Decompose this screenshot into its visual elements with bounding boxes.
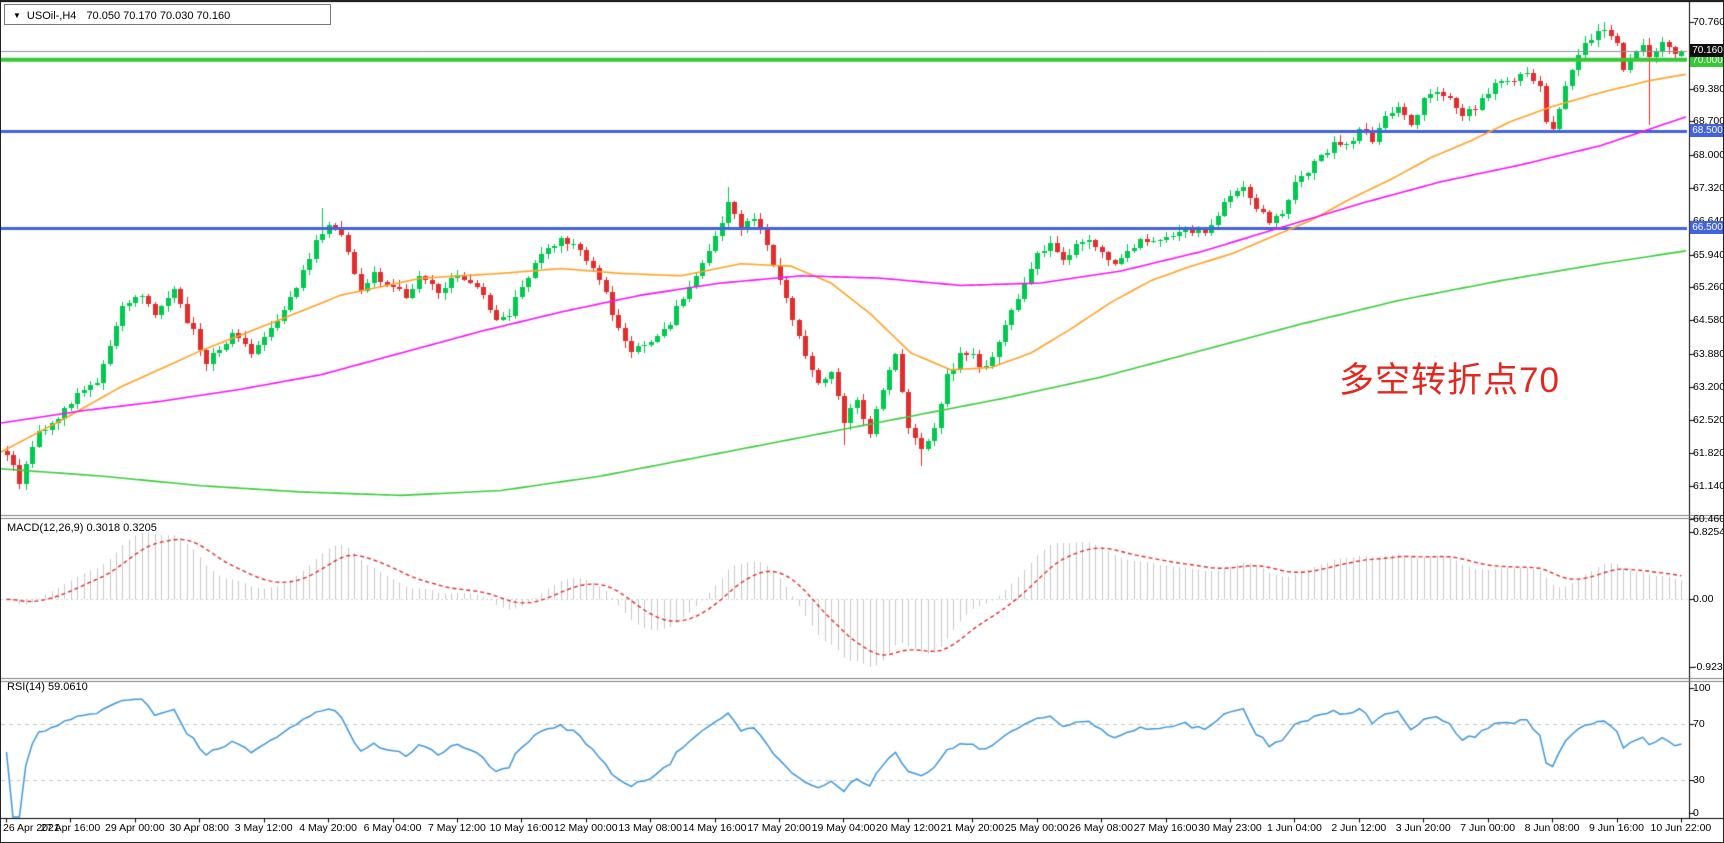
time-axis-label: 10 Jun 22:00 [1650, 822, 1712, 834]
blue-level-price-tag: 66.500 [1690, 220, 1723, 234]
price-axis-label: 65.940 [1693, 248, 1724, 261]
time-axis-label: 26 May 08:00 [1069, 822, 1133, 834]
rsi-indicator-label: RSI(14) 59.0610 [7, 681, 88, 693]
macd-zero-label: 0.00 [1693, 593, 1714, 605]
price-axis-label: 61.140 [1693, 480, 1724, 493]
price-axis-label: 64.580 [1693, 314, 1724, 327]
rsi-axis-label: 0 [1693, 807, 1699, 819]
time-axis-label: 30 Apr 08:00 [169, 822, 230, 834]
price-axis-label: 60.460 [1693, 512, 1724, 525]
price-axis-label: 68.000 [1693, 149, 1724, 162]
time-axis-label: 17 May 20:00 [747, 822, 811, 834]
price-axis-label: 67.320 [1693, 181, 1724, 194]
time-axis-label: 20 May 12:00 [876, 822, 940, 834]
macd-indicator-label: MACD(12,26,9) 0.3018 0.3205 [7, 522, 157, 534]
macd-max-label: 0.8254 [1693, 526, 1724, 538]
time-axis-label: 21 May 20:00 [940, 822, 1005, 834]
time-axis-label: 3 Jun 20:00 [1395, 822, 1451, 834]
time-axis-label: 30 May 23:00 [1198, 822, 1262, 834]
current-price-tag: 70.160 [1690, 43, 1723, 57]
time-axis-label: 7 May 12:00 [428, 822, 486, 834]
time-axis-label: 19 May 04:00 [811, 822, 876, 834]
chart-title-bar: ▼ USOil-,H4 70.050 70.170 70.030 70.160 [4, 4, 331, 25]
price-axis-label: 69.380 [1693, 82, 1724, 95]
blue-level-price-tag: 68.500 [1690, 124, 1723, 138]
time-axis-label: 13 May 08:00 [618, 822, 683, 834]
time-axis-label: 7 Jun 00:00 [1460, 822, 1516, 834]
time-axis-label: 14 May 16:00 [682, 822, 747, 834]
price-axis-label: 63.880 [1693, 347, 1724, 360]
time-axis-label: 27 May 16:00 [1133, 822, 1198, 834]
price-axis-label: 70.760 [1693, 16, 1724, 28]
price-axis-label: 61.820 [1693, 447, 1724, 460]
time-axis-label: 25 May 00:00 [1004, 822, 1069, 834]
time-axis-label: 6 May 04:00 [363, 822, 422, 834]
time-axis-label: 10 May 16:00 [489, 822, 554, 834]
time-axis-label: 2 Jun 12:00 [1331, 822, 1387, 834]
collapse-triangle-icon[interactable]: ▼ [13, 11, 21, 20]
rsi-axis-label: 30 [1693, 774, 1705, 786]
time-axis-label: 8 Jun 08:00 [1524, 822, 1580, 834]
symbol-period-label: USOil-,H4 [26, 10, 77, 22]
time-axis-label: 3 May 12:00 [234, 822, 293, 834]
turning-point-annotation[interactable]: 多空转折点70 [1339, 361, 1560, 400]
time-axis-label: 26 Apr 2021 [3, 822, 60, 834]
time-axis-label: 29 Apr 00:00 [105, 822, 165, 834]
time-axis-label: 4 May 20:00 [299, 822, 357, 834]
time-axis-label: 1 Jun 04:00 [1266, 822, 1322, 834]
time-axis-label: 9 Jun 16:00 [1589, 822, 1644, 834]
rsi-axis-label: 100 [1693, 682, 1711, 694]
rsi-axis-label: 70 [1693, 718, 1705, 730]
macd-min-label: -0.9234 [1693, 661, 1723, 673]
ohlc-values: 70.050 70.170 70.030 70.160 [86, 10, 231, 22]
price-axis-label: 65.260 [1693, 281, 1724, 294]
price-axis-label: 63.200 [1693, 380, 1724, 393]
time-axis-label: 12 May 00:00 [553, 822, 618, 834]
time-axis-label: 27 Apr 16:00 [40, 822, 101, 834]
price-axis-label: 62.520 [1693, 413, 1724, 426]
